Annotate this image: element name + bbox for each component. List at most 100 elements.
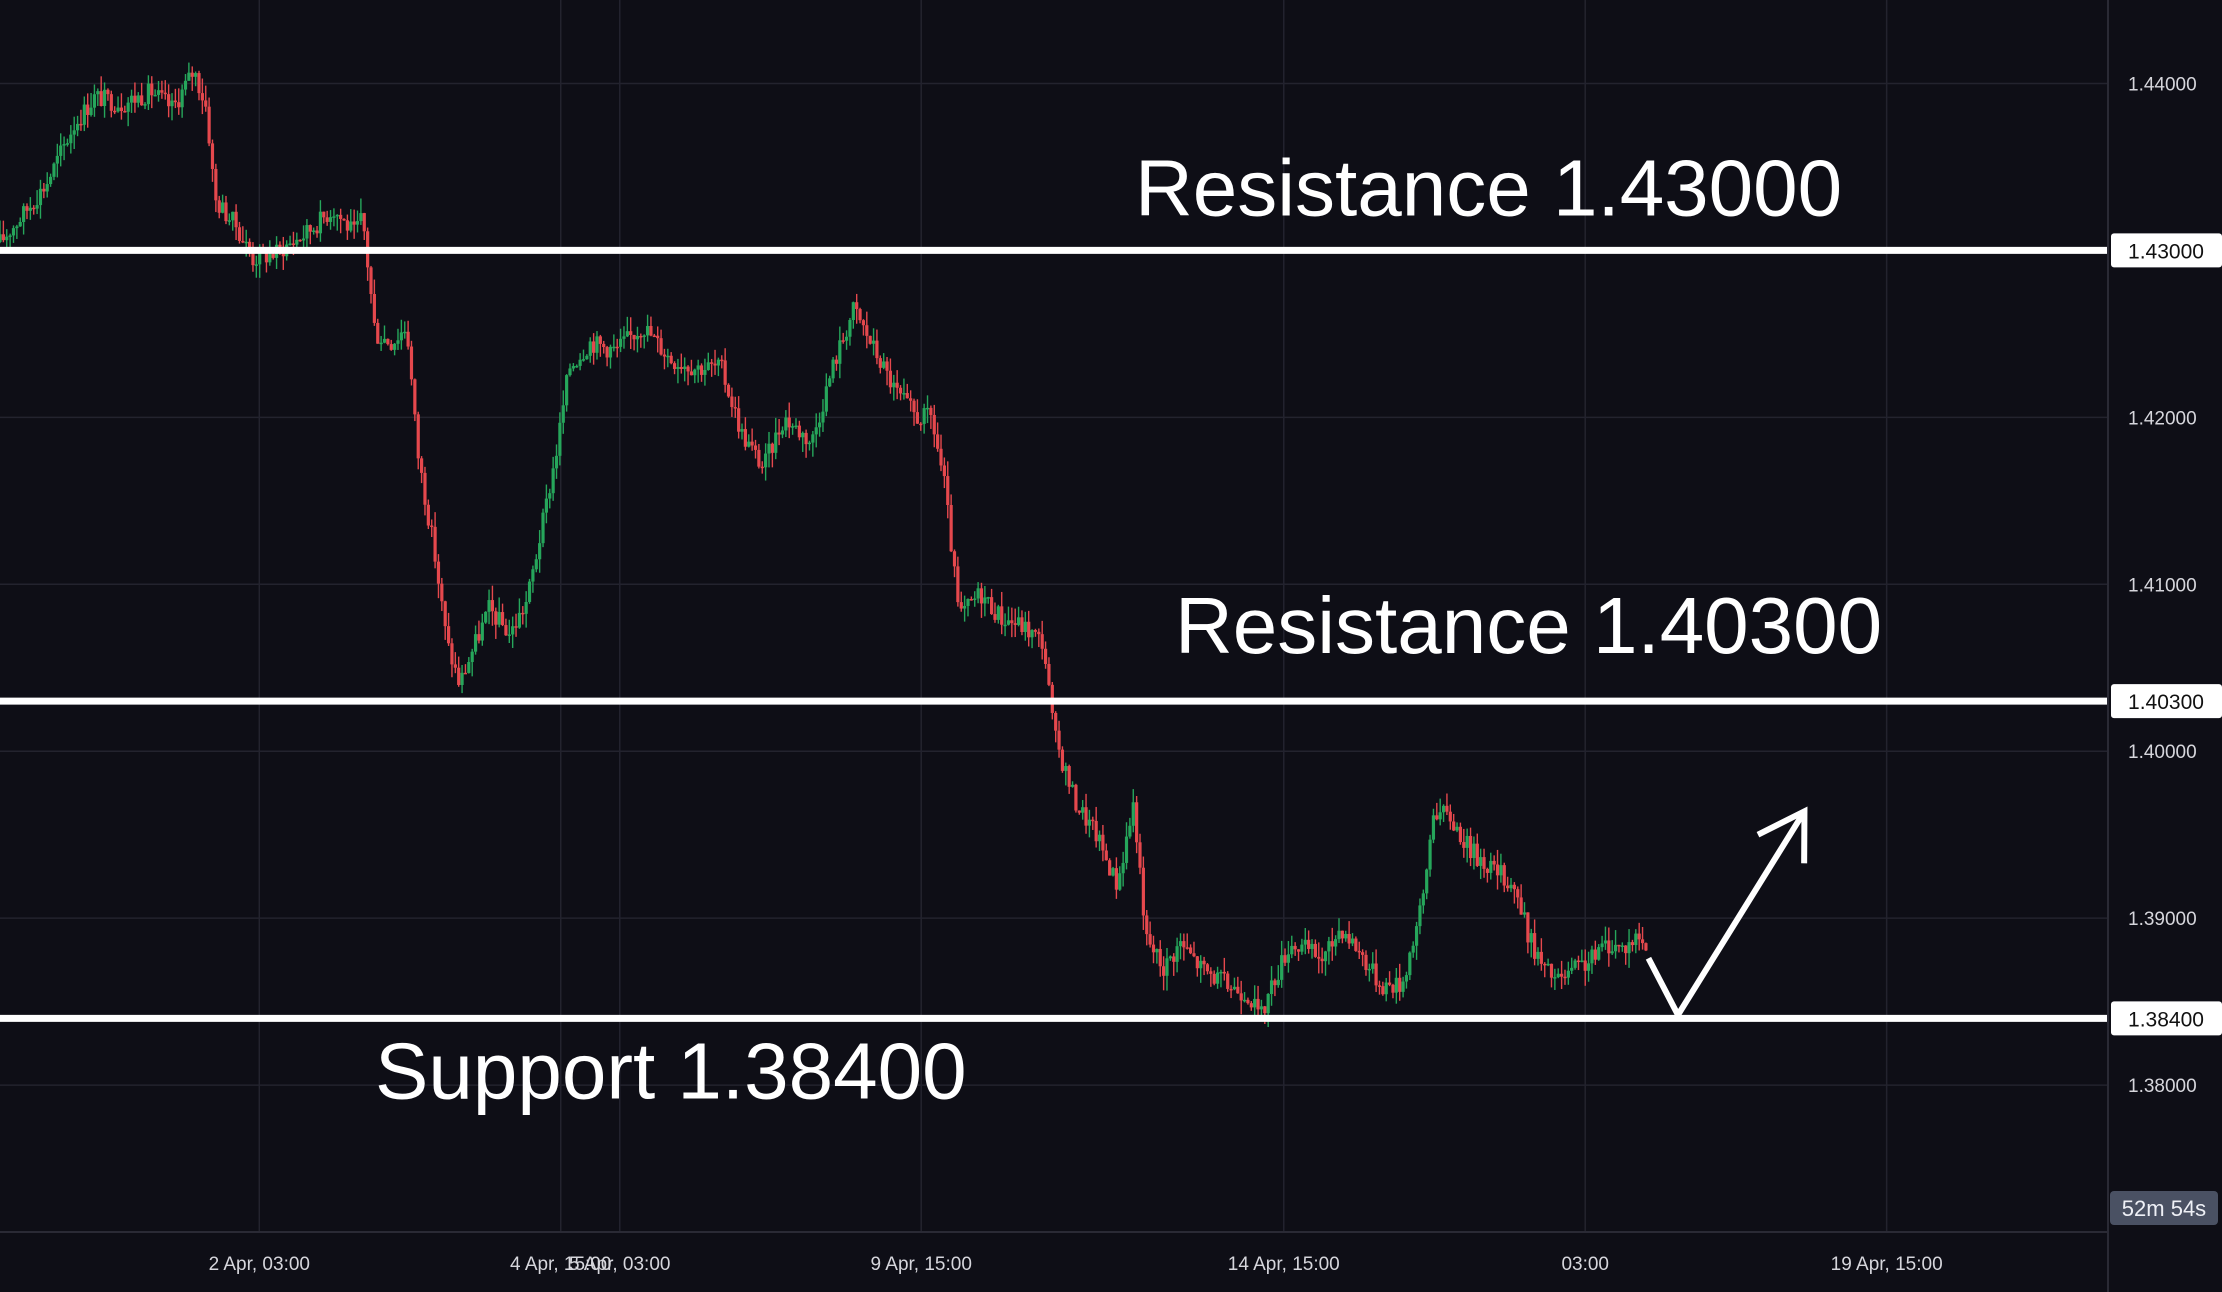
candle-body xyxy=(969,598,973,601)
candle-body xyxy=(1607,940,1611,954)
candle-body xyxy=(676,367,680,369)
x-tick-label: 03:00 xyxy=(1561,1254,1609,1275)
candle-body xyxy=(1108,860,1112,876)
candle-body xyxy=(79,123,83,126)
y-tick-label: 1.40000 xyxy=(2128,742,2197,763)
candle-body xyxy=(224,202,228,222)
candle-body xyxy=(1553,977,1557,979)
candle-body xyxy=(372,294,376,323)
candle-body xyxy=(45,184,49,192)
candle-body xyxy=(733,407,737,409)
candle-body xyxy=(163,92,167,95)
level-lines xyxy=(0,246,2108,1022)
candle-body xyxy=(1290,945,1294,955)
x-tick-label: 5 Apr, 03:00 xyxy=(569,1254,670,1275)
candle-body xyxy=(1259,1006,1264,1010)
candle-body xyxy=(38,188,43,206)
candle-body xyxy=(1178,941,1183,947)
gridlines xyxy=(0,0,2108,1232)
price-axis[interactable]: 1.38000 1.39000 1.40000 1.41000 1.42000 1.440… xyxy=(2111,74,2222,1097)
candle-body xyxy=(524,601,528,614)
candle-body xyxy=(1124,836,1129,863)
candle-body xyxy=(1043,648,1048,665)
y-tick-label: 1.39000 xyxy=(2128,909,2197,930)
candle-body xyxy=(1364,954,1368,970)
candle-body xyxy=(25,206,29,211)
candle-body xyxy=(1212,973,1216,984)
candle-body xyxy=(1310,943,1314,949)
candle-body xyxy=(743,429,747,447)
candle-body xyxy=(902,393,906,395)
candle-body xyxy=(345,220,349,231)
candle-body xyxy=(629,331,633,335)
candle-body xyxy=(990,597,994,615)
candle-body xyxy=(382,338,387,343)
candle-body xyxy=(231,211,235,221)
candle-body xyxy=(1300,944,1304,952)
candle-body xyxy=(1242,999,1247,1002)
candle-body xyxy=(1597,947,1601,960)
candle-body xyxy=(571,366,575,369)
candle-body xyxy=(662,354,667,357)
time-axis[interactable]: 2 Apr, 03:00 4 Apr, 15:005 Apr, 03:00 9 Ap… xyxy=(209,1254,1943,1275)
x-tick-label: 2 Apr, 03:00 xyxy=(209,1254,310,1275)
candle-body xyxy=(268,253,272,263)
candle-body xyxy=(1516,889,1520,898)
candle-body xyxy=(126,102,130,112)
candle-body xyxy=(848,320,852,337)
candle-body xyxy=(254,264,258,266)
candle-body xyxy=(1630,942,1635,946)
candle-body xyxy=(1313,943,1317,957)
candle-body xyxy=(1192,953,1196,957)
candle-body xyxy=(737,408,741,432)
candle-body xyxy=(446,626,451,644)
candle-body xyxy=(1367,968,1371,971)
candle-body xyxy=(403,331,407,334)
x-tick-label: 14 Apr, 15:00 xyxy=(1228,1254,1340,1275)
candle-body xyxy=(602,343,606,348)
candle-body xyxy=(59,145,63,156)
candle-body xyxy=(1482,857,1486,869)
candle-body xyxy=(1033,630,1038,632)
candle-body xyxy=(912,400,916,413)
projection-arrow xyxy=(1645,806,1808,1022)
candle-body xyxy=(1303,939,1307,945)
candle-body xyxy=(22,206,26,222)
candle-body xyxy=(1020,617,1024,632)
candle-body xyxy=(1239,993,1243,1001)
candle-body xyxy=(48,176,53,185)
candle-body xyxy=(1519,897,1523,915)
candle-body xyxy=(878,358,882,368)
candle-body xyxy=(612,346,616,349)
candle-body xyxy=(1128,825,1132,837)
candle-body xyxy=(521,612,525,615)
candle-body xyxy=(851,302,855,321)
candle-body xyxy=(315,230,319,234)
candle-body xyxy=(517,612,522,628)
candle-body xyxy=(416,414,420,459)
candle-body xyxy=(1590,949,1594,964)
candle-body xyxy=(1468,835,1473,859)
candle-body xyxy=(1499,865,1503,876)
candle-body xyxy=(470,651,474,663)
candle-body xyxy=(183,80,188,90)
x-tick-label: 9 Apr, 15:00 xyxy=(870,1254,971,1275)
candle-body xyxy=(288,243,292,245)
candle-body xyxy=(210,143,215,169)
candle-body xyxy=(217,200,221,213)
candle-body xyxy=(1330,941,1334,947)
candle-body xyxy=(797,425,801,438)
candle-body xyxy=(659,338,663,355)
candle-body xyxy=(1016,617,1021,625)
candle-body xyxy=(409,346,414,380)
candle-body xyxy=(1448,811,1452,822)
candle-body xyxy=(534,559,538,570)
candle-body xyxy=(352,221,356,225)
candle-body xyxy=(200,93,204,101)
candle-body xyxy=(592,341,596,353)
candle-body xyxy=(693,369,697,376)
candle-body xyxy=(5,236,9,241)
countdown-badge: 52m 54s xyxy=(2110,1191,2218,1225)
candle-body xyxy=(939,448,943,466)
